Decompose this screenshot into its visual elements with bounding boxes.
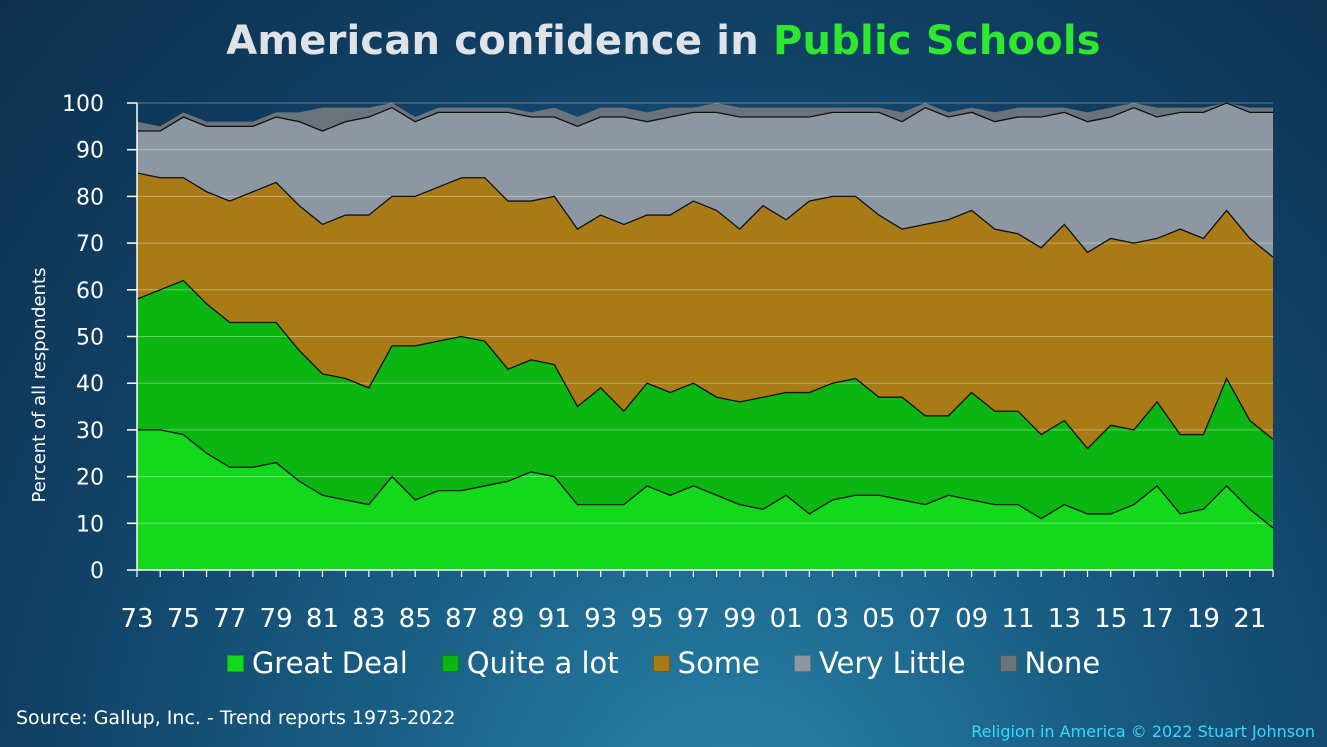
x-tick-label-85: 85 <box>399 604 432 634</box>
x-tick-label-21: 21 <box>1233 604 1266 634</box>
x-tick-label-83: 83 <box>352 604 385 634</box>
boundary-very-little <box>137 102 1273 132</box>
area-quite-a-lot <box>137 280 1273 528</box>
boundary-some <box>136 172 1274 258</box>
x-tick-label-19: 19 <box>1187 604 1220 634</box>
legend-swatch-some <box>652 654 670 672</box>
y-tick-label-70: 70 <box>76 232 104 257</box>
source-note: Source: Gallup, Inc. - Trend reports 197… <box>16 707 456 729</box>
area-great-deal <box>137 429 1273 570</box>
chart-areas <box>137 103 1273 570</box>
x-tick-label-05: 05 <box>862 604 895 634</box>
boundary-great-deal <box>137 429 1274 529</box>
x-tick-label-01: 01 <box>770 604 803 634</box>
y-tick-label-20: 20 <box>76 466 104 491</box>
legend-item-some: Some <box>652 646 760 680</box>
x-tick-label-09: 09 <box>955 604 988 634</box>
x-tick-label-17: 17 <box>1141 604 1174 634</box>
y-tick-label-60: 60 <box>76 279 104 304</box>
area-very-little <box>137 103 1273 258</box>
y-tick-label-100: 100 <box>62 92 104 117</box>
x-tick-label-11: 11 <box>1001 604 1034 634</box>
x-tick-label-99: 99 <box>723 604 756 634</box>
legend-item-great-deal: Great Deal <box>226 646 408 680</box>
x-tick-label-81: 81 <box>306 604 339 634</box>
legend-swatch-very-little <box>793 654 811 672</box>
x-tick-label-79: 79 <box>260 604 293 634</box>
legend-swatch-quite-a-lot <box>441 654 459 672</box>
legend-label-none: None <box>1024 646 1101 680</box>
series-boundaries <box>136 102 1274 529</box>
y-tick-label-40: 40 <box>76 372 104 397</box>
x-tick-label-73: 73 <box>120 604 153 634</box>
legend-label-very-little: Very Little <box>818 646 966 680</box>
x-tick-label-77: 77 <box>213 604 246 634</box>
y-tick-label-90: 90 <box>76 139 104 164</box>
legend-item-quite-a-lot: Quite a lot <box>441 646 619 680</box>
y-axis-label: Percent of all respondents <box>29 268 50 503</box>
area-some <box>137 173 1273 449</box>
legend-swatch-great-deal <box>226 654 244 672</box>
x-tick-label-03: 03 <box>816 604 849 634</box>
title-prefix: American confidence in <box>226 18 774 64</box>
x-tick-label-89: 89 <box>491 604 524 634</box>
x-tick-label-95: 95 <box>630 604 663 634</box>
legend-label-great-deal: Great Deal <box>251 646 408 680</box>
legend-label-quite-a-lot: Quite a lot <box>466 646 619 680</box>
area-none <box>137 103 1273 132</box>
x-tick-label-97: 97 <box>677 604 710 634</box>
x-tick-label-75: 75 <box>167 604 200 634</box>
legend-swatch-none <box>999 654 1017 672</box>
x-tick-label-07: 07 <box>909 604 942 634</box>
chart-title: American confidence in Public Schools <box>0 18 1327 64</box>
x-tick-label-13: 13 <box>1048 604 1081 634</box>
gridlines <box>137 102 1273 524</box>
y-tick-label-50: 50 <box>76 326 104 351</box>
boundary-quite-a-lot <box>136 279 1274 450</box>
x-tick-label-93: 93 <box>584 604 617 634</box>
y-tick-label-10: 10 <box>76 512 104 537</box>
legend: Great Deal Quite a lot Some Very Little None <box>0 646 1327 680</box>
legend-item-very-little: Very Little <box>793 646 966 680</box>
title-highlight: Public Schools <box>773 18 1101 64</box>
y-tick-label-30: 30 <box>76 419 104 444</box>
legend-item-none: None <box>999 646 1101 680</box>
x-tick-label-15: 15 <box>1094 604 1127 634</box>
credit-note: Religion in America © 2022 Stuart Johnso… <box>971 722 1315 741</box>
legend-label-some: Some <box>677 646 760 680</box>
y-tick-label-80: 80 <box>76 185 104 210</box>
y-tick-label-0: 0 <box>90 559 104 584</box>
x-tick-label-91: 91 <box>538 604 571 634</box>
x-tick-label-87: 87 <box>445 604 478 634</box>
